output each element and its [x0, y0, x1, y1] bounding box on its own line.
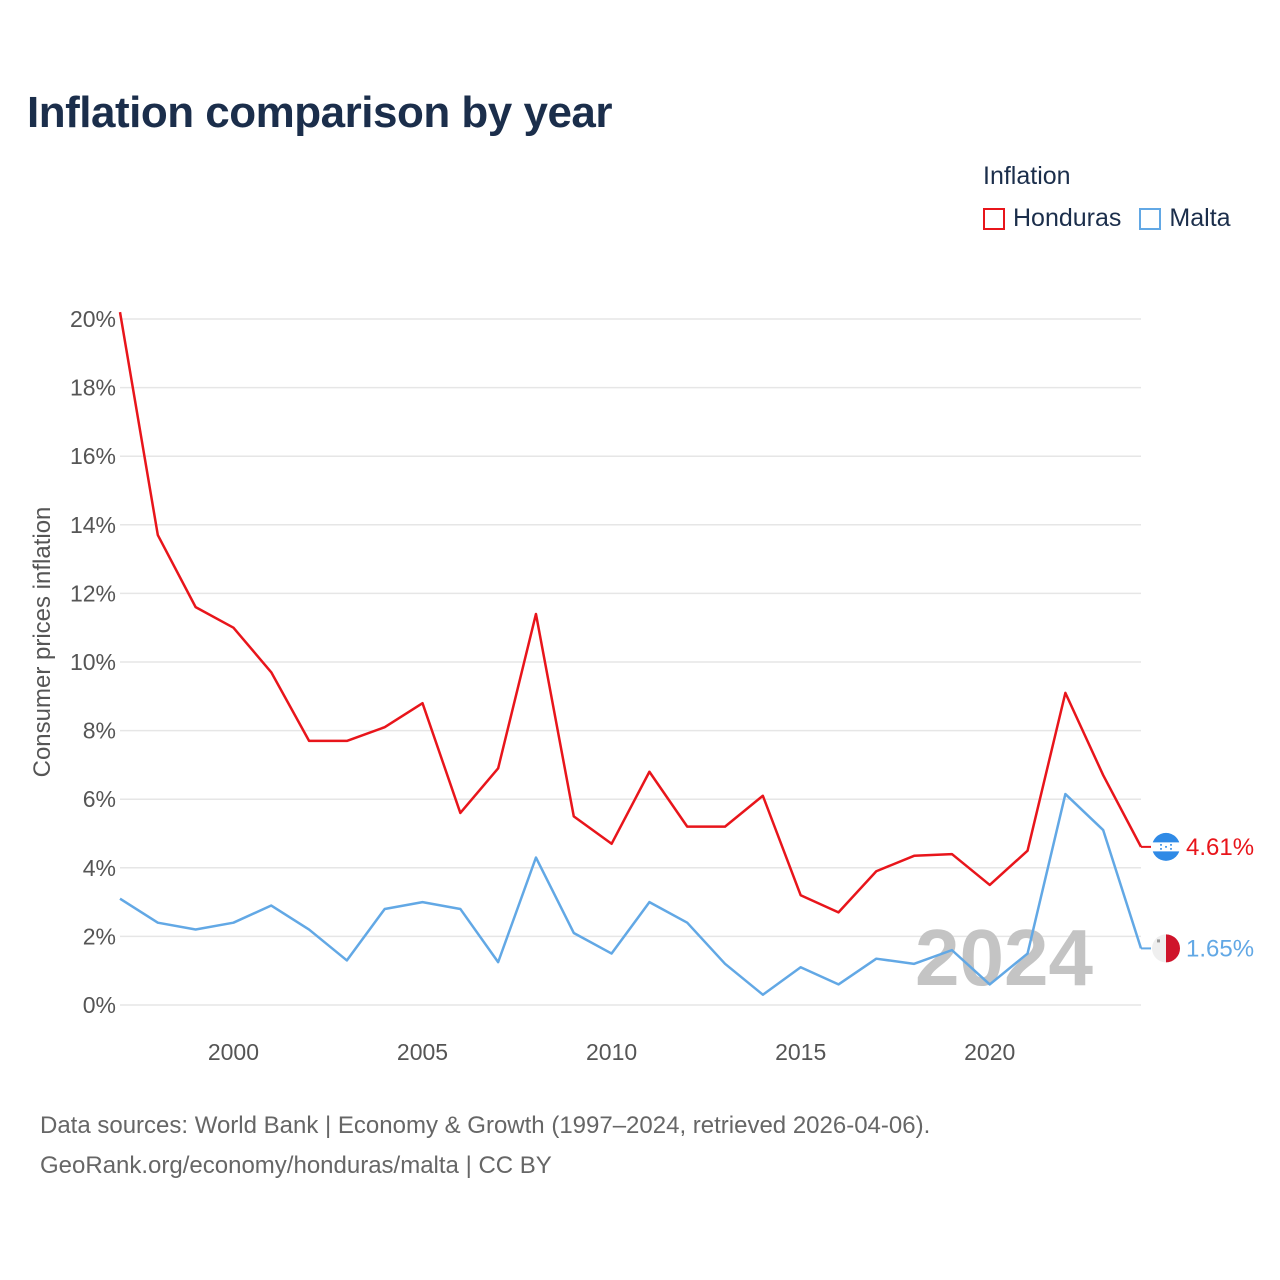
y-tick-label: 18% [70, 375, 116, 401]
y-tick-label: 4% [83, 855, 116, 881]
y-tick-label: 16% [70, 443, 116, 469]
x-tick-label: 2010 [586, 1039, 637, 1065]
legend-item-honduras[interactable]: Honduras [983, 204, 1121, 233]
y-tick-label: 14% [70, 512, 116, 538]
malta-flag-red-half [1166, 934, 1181, 963]
honduras-flag-star [1170, 847, 1172, 850]
series-line-honduras[interactable] [118, 311, 1143, 914]
y-tick-label: 0% [83, 992, 116, 1018]
honduras-flag-star [1160, 843, 1162, 846]
legend-item-malta[interactable]: Malta [1139, 204, 1231, 233]
y-tick-label: 6% [83, 786, 116, 812]
y-axis-label: Consumer prices inflation [29, 507, 56, 778]
end-value-label: 1.65% [1186, 935, 1254, 962]
y-tick-label: 12% [70, 580, 116, 606]
y-tick-label: 10% [70, 649, 116, 675]
y-tick-label: 2% [83, 923, 116, 949]
legend-swatch-malta [1139, 207, 1162, 230]
legend-label-honduras: Honduras [1013, 204, 1122, 232]
malta-flag-cross [1157, 939, 1160, 943]
x-tick-label: 2000 [208, 1039, 259, 1065]
legend-swatch-honduras [983, 207, 1005, 230]
y-tick-label: 20% [70, 306, 116, 332]
source-note: Data sources: World Bank | Economy & Gro… [40, 1106, 930, 1186]
x-tick-label: 2020 [964, 1039, 1015, 1065]
honduras-flag-star [1165, 845, 1167, 848]
chart-title: Inflation comparison by year [27, 88, 613, 137]
series-line-malta[interactable] [119, 792, 1143, 996]
x-tick-label: 2005 [397, 1039, 448, 1065]
legend-label-malta: Malta [1169, 204, 1231, 232]
honduras-flag-star [1170, 843, 1172, 846]
legend-title: Inflation [983, 162, 1071, 190]
source-line-2[interactable]: GeoRank.org/economy/honduras/malta | CC … [40, 1152, 552, 1179]
y-tick-label: 8% [83, 718, 116, 744]
year-watermark: 2024 [915, 913, 1093, 1002]
legend: Honduras Malta [983, 204, 1249, 233]
honduras-flag-star [1160, 847, 1162, 850]
x-tick-label: 2015 [775, 1039, 826, 1065]
end-value-label: 4.61% [1186, 834, 1254, 861]
source-line-1: Data sources: World Bank | Economy & Gro… [40, 1112, 931, 1139]
